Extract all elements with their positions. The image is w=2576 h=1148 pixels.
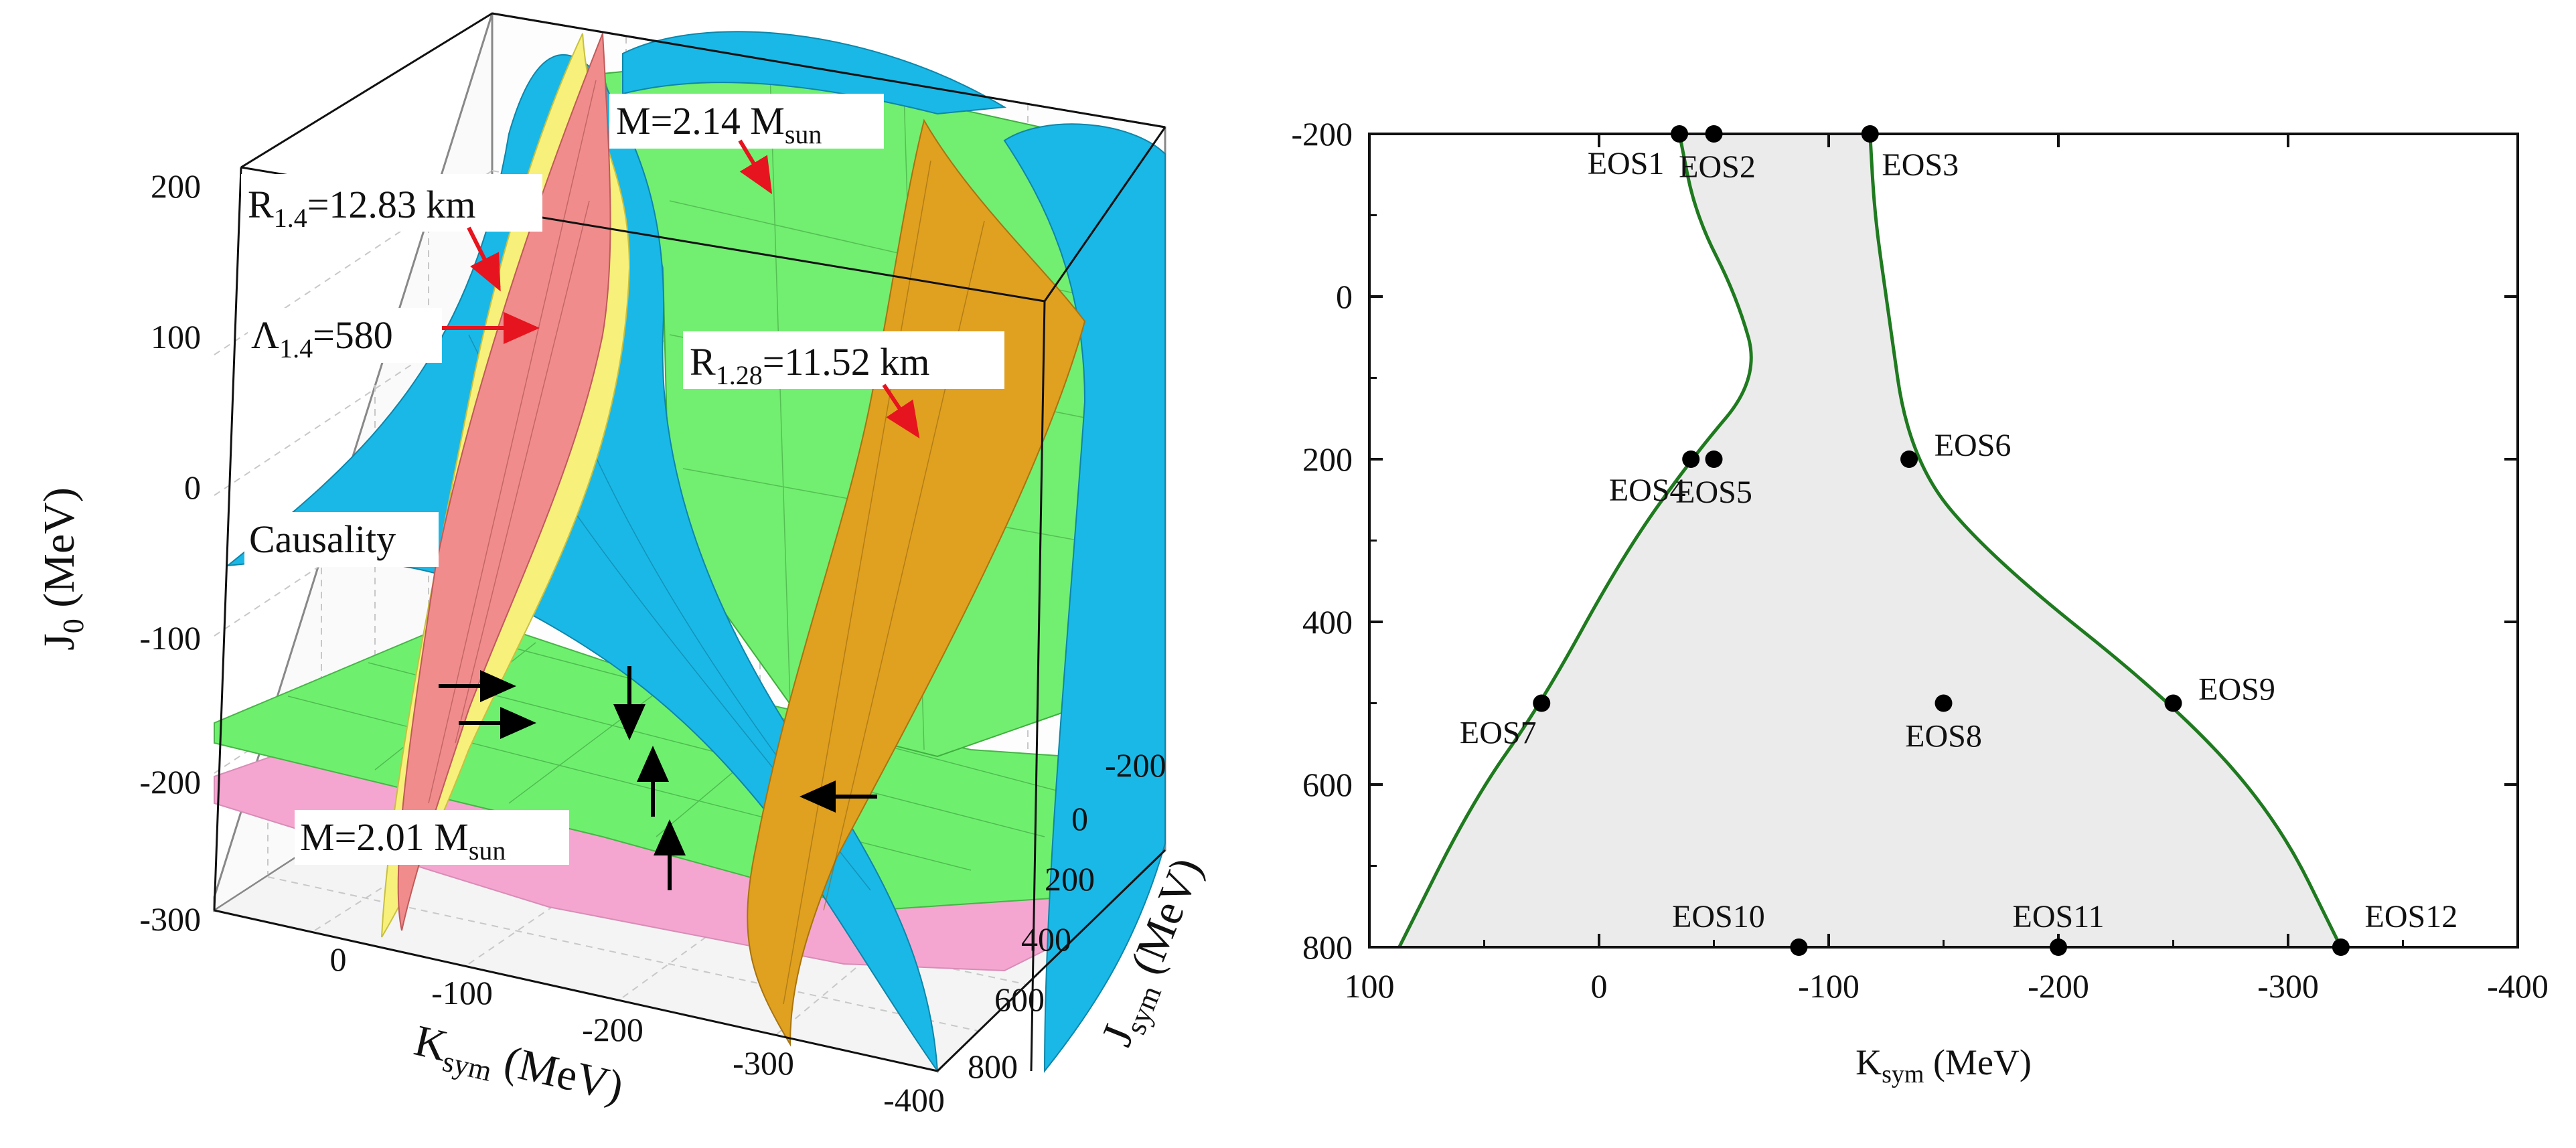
annotation-r128: R1.28=11.52 km <box>683 331 1004 438</box>
eos-label: EOS7 <box>1460 716 1537 751</box>
x-tick-label: 0 <box>330 940 347 978</box>
y-tick-label: 400 <box>1302 603 1353 641</box>
svg-text:R1.4=12.83 km: R1.4=12.83 km <box>248 183 476 233</box>
eos-point <box>1861 125 1879 143</box>
z-tick-label: 100 <box>151 318 201 355</box>
x-tick-label: -200 <box>2028 967 2089 1005</box>
z-tick-label: -200 <box>139 763 201 801</box>
eos-label: EOS9 <box>2198 672 2275 708</box>
z-tick-label: -100 <box>139 619 201 657</box>
y-tick-label: 0 <box>1071 800 1088 837</box>
annotation-m214: M=2.14 Msun <box>609 94 884 195</box>
annotation-lambda14: Λ1.4=580 <box>248 308 540 363</box>
annotation-causality: Causality <box>244 512 439 567</box>
eos-label: EOS3 <box>1882 147 1959 183</box>
eos-point <box>2332 938 2350 956</box>
eos-point <box>1790 938 1808 956</box>
x-tick-label: -100 <box>431 974 493 1011</box>
region-plot-2d: 100 0 -100 -200 -300 -400 -200 0 200 400 600 800 EO… <box>1210 0 2576 1145</box>
eos-point <box>1935 694 1953 712</box>
z-tick-label: 200 <box>151 167 201 205</box>
eos-point <box>1671 125 1689 143</box>
z-tick-label: -300 <box>139 900 201 938</box>
y-tick-label: 200 <box>1045 860 1095 898</box>
region-plot-canvas: 100 0 -100 -200 -300 -400 -200 0 200 400 600 800 EO… <box>1210 115 2549 1088</box>
x-axis-title: Ksym (MeV) <box>1855 1042 2032 1088</box>
svg-text:Causality: Causality <box>249 517 396 561</box>
eos-label: EOS4 <box>1609 473 1686 508</box>
region-boundary-right <box>1868 133 2343 949</box>
eos-point <box>1682 450 1700 468</box>
eos-label: EOS1 <box>1588 146 1665 181</box>
y-tick-label: 600 <box>1302 766 1353 803</box>
annotation-m201: M=2.01 Msun <box>295 810 569 866</box>
x-tick-label: -100 <box>1798 967 1860 1005</box>
x-tick-label: -400 <box>2487 967 2549 1005</box>
eos-label: EOS5 <box>1675 475 1752 510</box>
x-tick-label: -400 <box>883 1081 945 1119</box>
z-axis-title: J0 (MeV) <box>35 487 90 651</box>
y-tick-label: 0 <box>1336 278 1353 315</box>
svg-text:R1.28=11.52 km: R1.28=11.52 km <box>690 340 929 390</box>
direction-arrows <box>439 666 877 890</box>
axis-ticks: 100 0 -100 -200 -300 -400 -200 0 200 400 600 800 <box>1291 115 2548 1005</box>
annotation-r14: R1.4=12.83 km <box>241 174 542 292</box>
eos-label: EOS8 <box>1905 719 1982 754</box>
eos-point <box>2050 938 2067 956</box>
eos-point <box>1533 694 1551 712</box>
x-tick-label: 100 <box>1345 967 1395 1005</box>
y-tick-label: 800 <box>968 1048 1018 1085</box>
eos-label: EOS11 <box>2013 899 2105 934</box>
svg-text:M=2.01 Msun: M=2.01 Msun <box>300 815 506 866</box>
eos-label: EOS6 <box>1935 428 2012 463</box>
x-tick-label: -200 <box>582 1011 643 1048</box>
z-tick-label: 0 <box>184 469 201 506</box>
surface-plot-canvas: 200 100 0 -100 -200 -300 J0 (MeV) 0 -100… <box>35 12 1211 1119</box>
y-tick-label: 600 <box>994 981 1045 1018</box>
eos-label: EOS10 <box>1672 899 1765 934</box>
region-fill <box>1399 134 2341 947</box>
x-tick-label: -300 <box>733 1044 794 1082</box>
allowed-region <box>1397 133 2343 949</box>
y-tick-label: -200 <box>1105 746 1166 784</box>
svg-text:Λ1.4=580: Λ1.4=580 <box>251 313 393 363</box>
eos-label: EOS12 <box>2365 899 2458 934</box>
eos-point <box>1900 450 1918 468</box>
y-tick-label: 400 <box>1021 920 1071 958</box>
y-tick-label: 200 <box>1302 440 1353 478</box>
svg-text:M=2.14 Msun: M=2.14 Msun <box>616 99 822 149</box>
eos-point <box>1705 450 1723 468</box>
surface-plot-3d: 200 100 0 -100 -200 -300 J0 (MeV) 0 -100… <box>0 0 1272 1145</box>
y-tick-label: -200 <box>1291 115 1353 153</box>
y-tick-label: 800 <box>1302 928 1353 966</box>
eos-point <box>2164 694 2182 712</box>
x-tick-label: 0 <box>1591 967 1608 1005</box>
z-axis: 200 100 0 -100 -200 -300 J0 (MeV) <box>35 167 201 938</box>
eos-label: EOS2 <box>1679 149 1756 185</box>
eos-point <box>1705 125 1723 143</box>
x-tick-label: -300 <box>2257 967 2319 1005</box>
